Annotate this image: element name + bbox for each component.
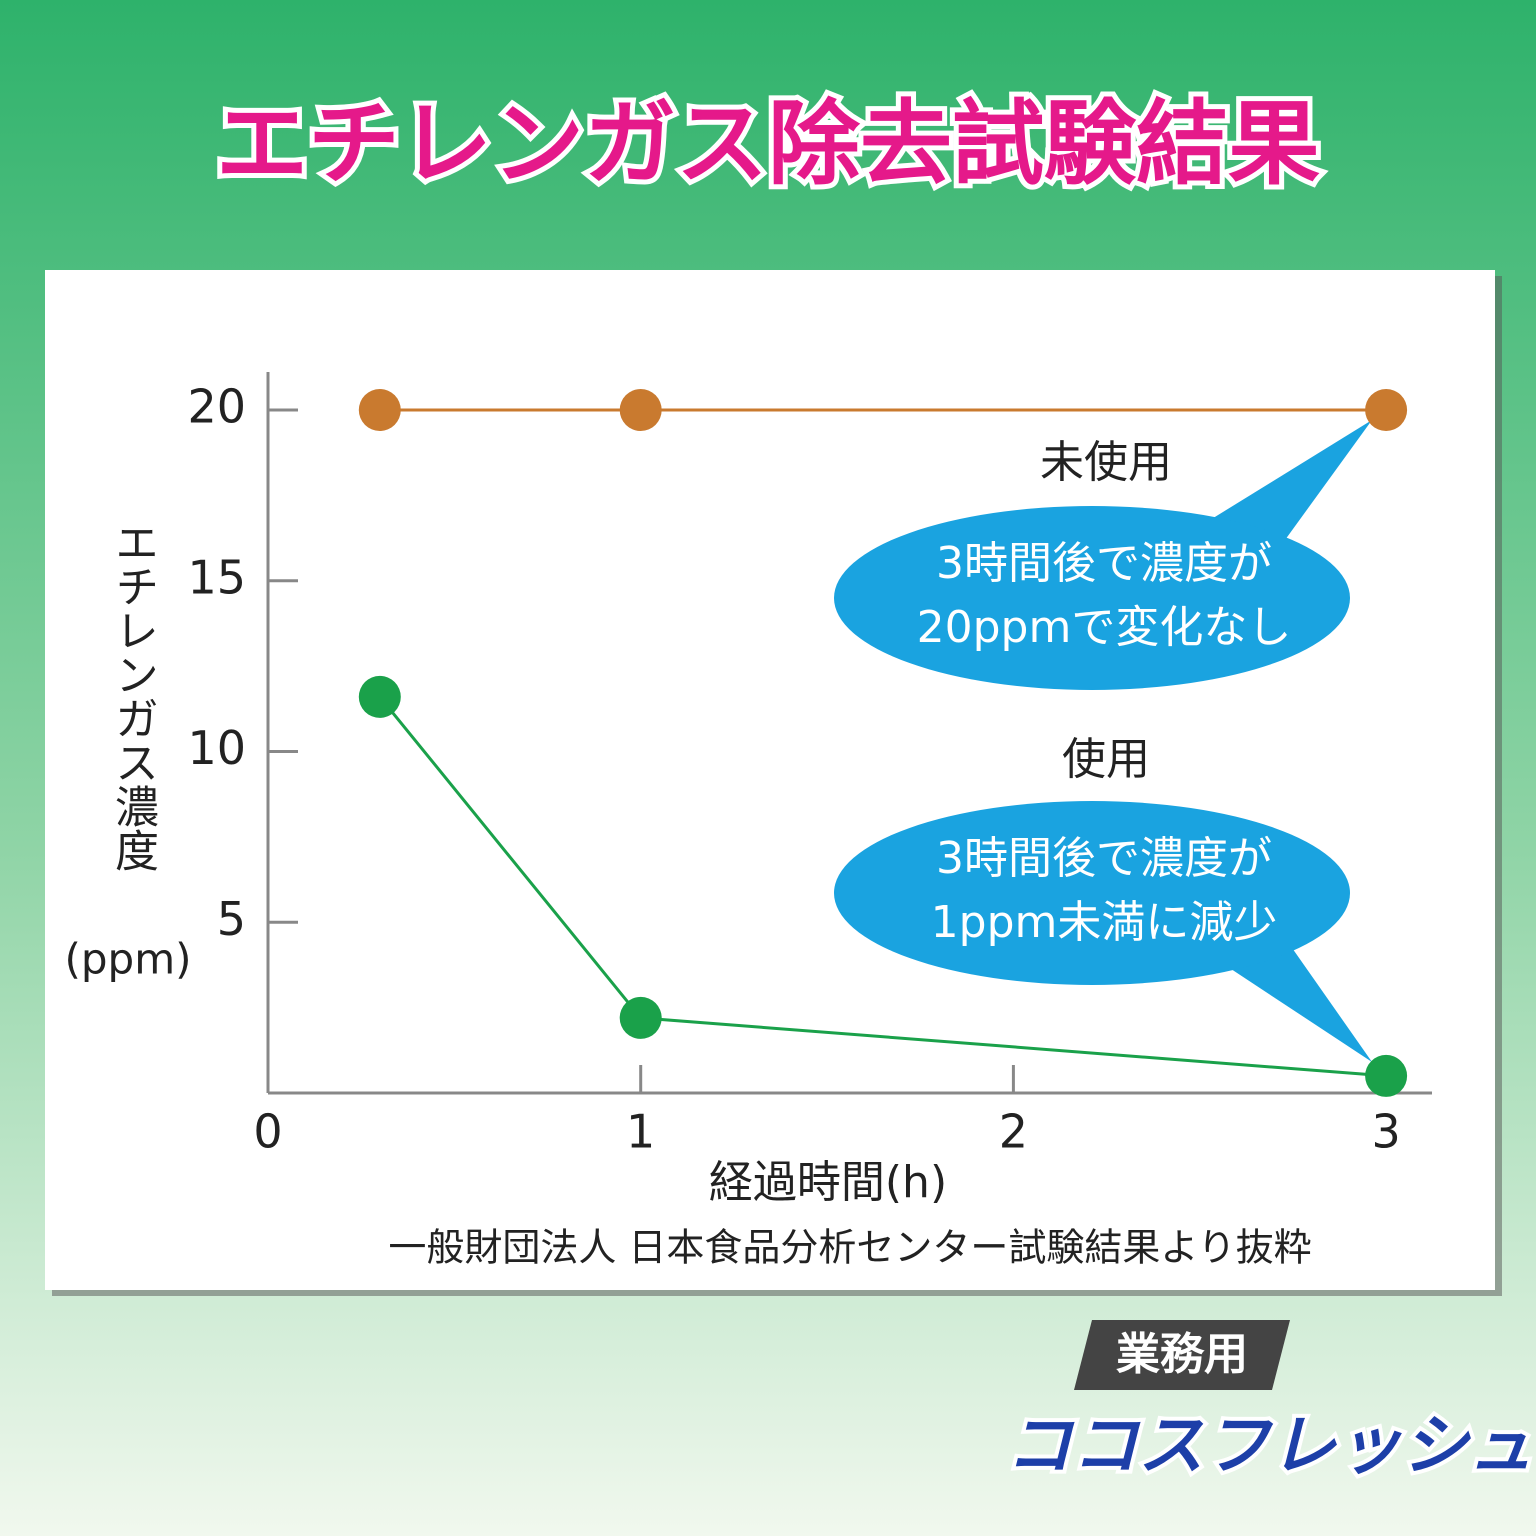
callout-pointer: [1225, 945, 1372, 1062]
y-tick-label: 5: [217, 892, 246, 946]
logo: 業務用 ココスフレッシュ: [1002, 1320, 1536, 1488]
callout-text: 1ppm未満に減少: [931, 897, 1278, 948]
callout-bubble: [834, 801, 1350, 985]
data-point: [619, 996, 662, 1039]
x-tick-label: 3: [1371, 1105, 1400, 1159]
data-point: [358, 675, 401, 718]
y-axis-label: エチレンガス濃度: [107, 520, 158, 872]
data-point: [619, 389, 662, 431]
legend-label: 未使用: [1040, 437, 1172, 488]
callout-pointer: [1210, 420, 1372, 540]
panel: [45, 270, 1495, 1290]
x-axis-label: 経過時間(h): [709, 1157, 947, 1208]
callout-text: 20ppmで変化なし: [917, 602, 1292, 653]
source-note: 一般財団法人 日本食品分析センター試験結果より抜粋: [388, 1226, 1311, 1270]
logo-brand: ココスフレッシュ: [1006, 1407, 1534, 1484]
logo-badge-text: 業務用: [1116, 1329, 1248, 1380]
x-tick-label: 1: [626, 1105, 655, 1159]
data-point: [1365, 389, 1408, 431]
data-point: [1365, 1054, 1408, 1097]
x-tick-label: 2: [999, 1105, 1028, 1159]
logo-badge: [1074, 1320, 1290, 1390]
callout-text: 3時間後で濃度が: [936, 833, 1272, 884]
x-tick-label: 0: [253, 1105, 282, 1159]
y-axis-unit: (ppm): [64, 935, 191, 984]
legend-label: 使用: [1062, 734, 1150, 785]
y-tick-label: 10: [187, 721, 246, 775]
callout-bubble: [834, 506, 1350, 690]
y-tick-label: 15: [187, 550, 246, 604]
callout-text: 3時間後で濃度が: [936, 538, 1272, 589]
y-tick-label: 20: [187, 380, 246, 434]
data-point: [358, 389, 401, 431]
chart-title: エチレンガス除去試験結果: [216, 90, 1320, 197]
